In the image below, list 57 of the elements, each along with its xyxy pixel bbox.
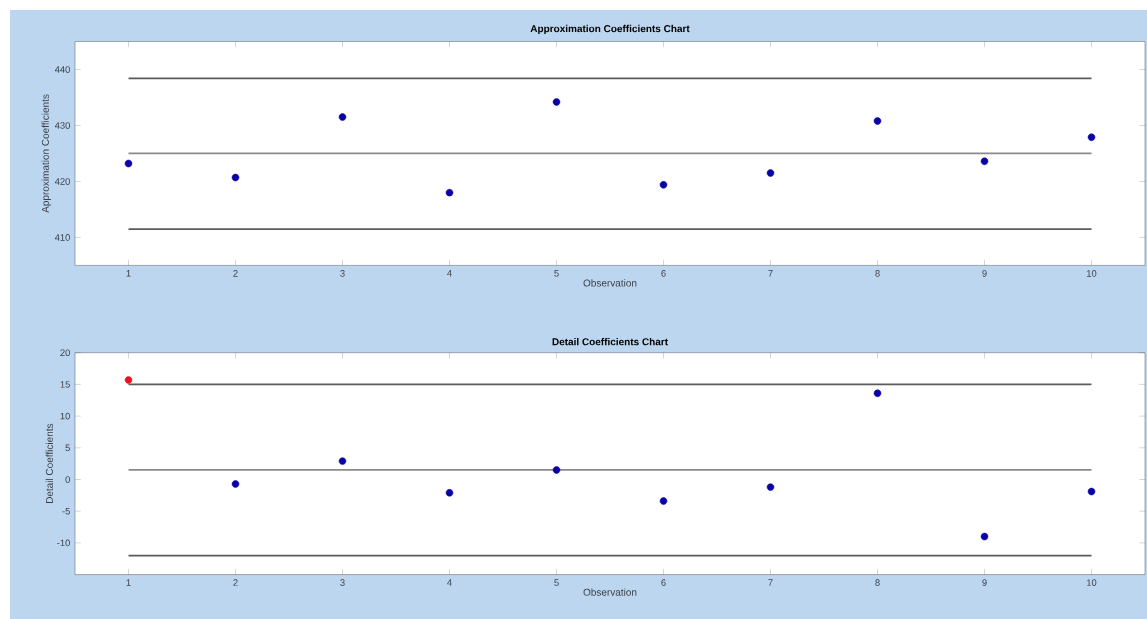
x-tick-label: 3 [340, 270, 345, 277]
x-tick-label: 1 [126, 579, 131, 586]
x-axis-title: Observation [583, 279, 637, 287]
y-tick-label: 20 [60, 349, 70, 356]
x-tick-label: 5 [554, 579, 559, 586]
y-tick-label: -5 [62, 507, 70, 515]
point [338, 457, 347, 465]
x-tick-label: 7 [768, 270, 773, 277]
y-tick-label: 440 [54, 66, 70, 73]
y-tick-label: 420 [54, 178, 70, 185]
point [231, 173, 240, 182]
chart-title: Approximation Coefficients Chart [530, 24, 690, 35]
x-tick-label: 4 [447, 579, 452, 586]
point [659, 181, 668, 189]
point [766, 169, 775, 177]
point [445, 489, 454, 497]
x-tick-label: 6 [661, 270, 666, 277]
x-tick-label: 8 [875, 270, 880, 277]
point [338, 113, 347, 121]
y-tick-label: 0 [65, 476, 70, 483]
x-tick-label: 10 [1087, 579, 1097, 586]
point [552, 98, 561, 106]
point [1087, 487, 1096, 496]
y-axis-title: Detail Coefficients [45, 423, 53, 504]
y-axis-title: Approximation Coefficients [41, 94, 51, 213]
point [124, 376, 133, 384]
point [980, 157, 989, 166]
point [445, 188, 454, 197]
point [1087, 133, 1096, 141]
x-tick-label: 5 [554, 270, 559, 277]
point [231, 480, 240, 488]
y-tick-label: -10 [57, 539, 70, 547]
x-tick-label: 4 [447, 270, 452, 277]
y-tick-label: 430 [54, 122, 70, 129]
y-tick-label: 15 [60, 381, 70, 388]
x-axis-title: Observation [583, 588, 637, 596]
y-tick-label: 410 [54, 234, 70, 241]
point [766, 483, 775, 491]
point [980, 532, 989, 541]
x-tick-label: 2 [233, 579, 238, 586]
y-tick-label: 10 [60, 412, 70, 420]
x-tick-label: 6 [661, 579, 666, 586]
x-tick-label: 9 [982, 579, 987, 586]
point [552, 466, 561, 474]
x-tick-label: 3 [340, 579, 345, 586]
x-tick-label: 7 [768, 579, 773, 586]
x-tick-label: 2 [233, 270, 238, 277]
x-tick-label: 9 [982, 270, 987, 277]
x-tick-label: 8 [875, 579, 880, 586]
y-tick-label: 5 [65, 444, 70, 452]
point [873, 389, 882, 398]
x-tick-label: 10 [1087, 270, 1097, 277]
x-tick-label: 1 [126, 270, 131, 277]
point [873, 117, 882, 125]
chart-title: Detail Coefficients Chart [552, 337, 668, 346]
point [659, 497, 668, 505]
point [124, 159, 133, 168]
